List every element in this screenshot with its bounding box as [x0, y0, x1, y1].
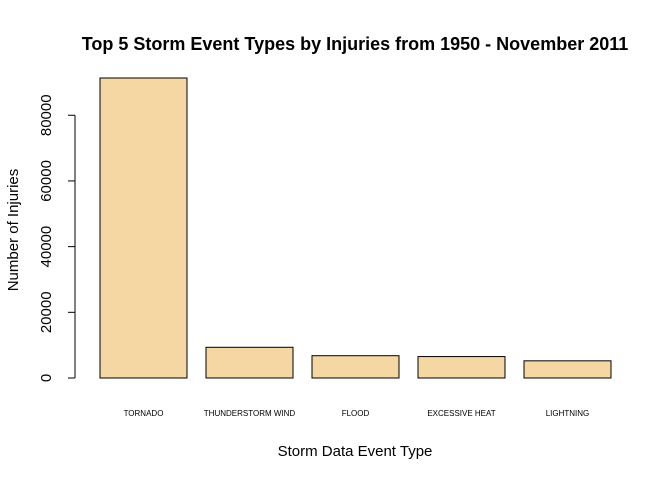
y-tick-label: 80000 [38, 94, 55, 136]
y-tick-label: 0 [38, 374, 55, 382]
bar [417, 356, 506, 379]
y-tick-label: 40000 [38, 226, 55, 268]
chart-title: Top 5 Storm Event Types by Injuries from… [82, 34, 629, 54]
bar [311, 355, 400, 379]
bar [523, 360, 612, 379]
x-tick-label: THUNDERSTORM WIND [204, 409, 296, 418]
y-tick-label: 20000 [38, 291, 55, 333]
y-axis: 0 20000 40000 60000 80000 [38, 94, 76, 382]
x-axis-label: Storm Data Event Type [278, 443, 433, 460]
y-tick-label: 60000 [38, 160, 55, 202]
x-tick-labels: TORNADO THUNDERSTORM WIND FLOOD EXCESSIVE H… [124, 409, 590, 418]
x-tick-label: LIGHTNING [546, 409, 590, 418]
bar [99, 77, 188, 379]
x-tick-label: EXCESSIVE HEAT [427, 409, 495, 418]
bars [99, 77, 612, 379]
y-axis-label: Number of Injuries [5, 169, 22, 292]
x-tick-label: FLOOD [342, 409, 370, 418]
x-tick-label: TORNADO [124, 409, 164, 418]
bar [205, 346, 294, 379]
